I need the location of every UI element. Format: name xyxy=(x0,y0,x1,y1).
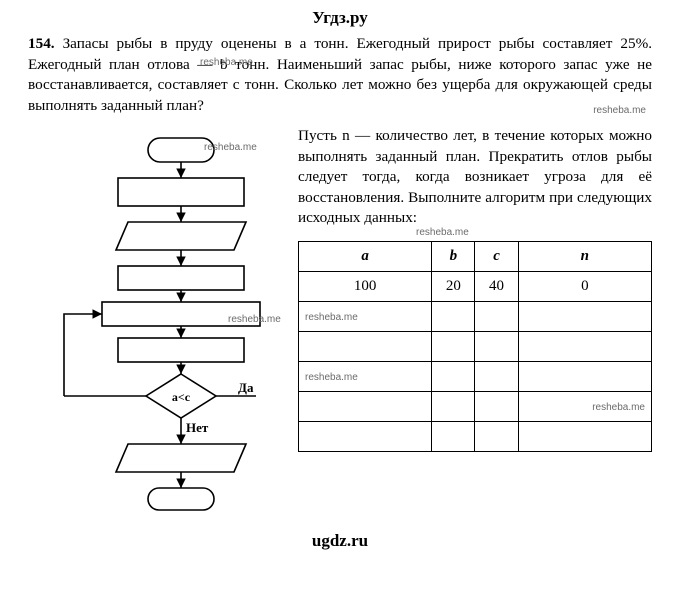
flowchart: a<c Да Нет resheba.me resheba.me xyxy=(28,126,290,523)
table-row xyxy=(299,331,652,361)
cell xyxy=(518,421,651,451)
cell: resheba.me xyxy=(299,301,432,331)
col-c: c xyxy=(475,241,518,271)
cell: 40 xyxy=(475,271,518,301)
site-footer: ugdz.ru xyxy=(28,531,652,551)
watermark: resheba.me xyxy=(305,312,358,323)
watermark: resheba.me xyxy=(416,226,469,240)
cell xyxy=(432,301,475,331)
problem-number: 154. xyxy=(28,35,55,52)
decision-label: a<c xyxy=(172,390,191,404)
edge-no-label: Нет xyxy=(186,420,209,435)
cell xyxy=(299,331,432,361)
cell xyxy=(299,391,432,421)
cell xyxy=(299,421,432,451)
col-n: n xyxy=(518,241,651,271)
cell xyxy=(475,301,518,331)
table-header-row: a b c n xyxy=(299,241,652,271)
cell xyxy=(475,331,518,361)
cell xyxy=(475,361,518,391)
cell xyxy=(432,421,475,451)
watermark: resheba.me xyxy=(593,104,646,118)
trace-table: a b c n 100 20 40 0 resheba.me xyxy=(298,241,652,452)
instruction-text: Пусть n — количество лет, в течение кото… xyxy=(298,126,652,229)
cell: 100 xyxy=(299,271,432,301)
watermark: resheba.me xyxy=(305,372,358,383)
table-row: 100 20 40 0 xyxy=(299,271,652,301)
watermark: resheba.me xyxy=(200,56,253,70)
table-row xyxy=(299,421,652,451)
col-a: a xyxy=(299,241,432,271)
col-b: b xyxy=(432,241,475,271)
cell xyxy=(518,301,651,331)
cell xyxy=(432,331,475,361)
cell: resheba.me xyxy=(299,361,432,391)
cell: resheba.me xyxy=(518,391,651,421)
table-row: resheba.me xyxy=(299,391,652,421)
cell xyxy=(432,391,475,421)
instruction-body: Пусть n — количество лет, в течение кото… xyxy=(298,127,652,226)
edge-yes-label: Да xyxy=(238,380,254,395)
watermark: resheba.me xyxy=(228,314,281,325)
cell: 20 xyxy=(432,271,475,301)
problem-text: 154. Запасы рыбы в пруду оценены в a тон… xyxy=(28,34,652,116)
site-header: Угдз.ру xyxy=(28,8,652,28)
cell: 0 xyxy=(518,271,651,301)
watermark: resheba.me xyxy=(592,402,645,413)
watermark: resheba.me xyxy=(204,142,257,153)
cell xyxy=(475,421,518,451)
cell xyxy=(518,331,651,361)
table-row: resheba.me xyxy=(299,361,652,391)
table-row: resheba.me xyxy=(299,301,652,331)
problem-body: Запасы рыбы в пруду оценены в a тонн. Еж… xyxy=(28,35,652,114)
cell xyxy=(432,361,475,391)
cell xyxy=(518,361,651,391)
cell xyxy=(475,391,518,421)
